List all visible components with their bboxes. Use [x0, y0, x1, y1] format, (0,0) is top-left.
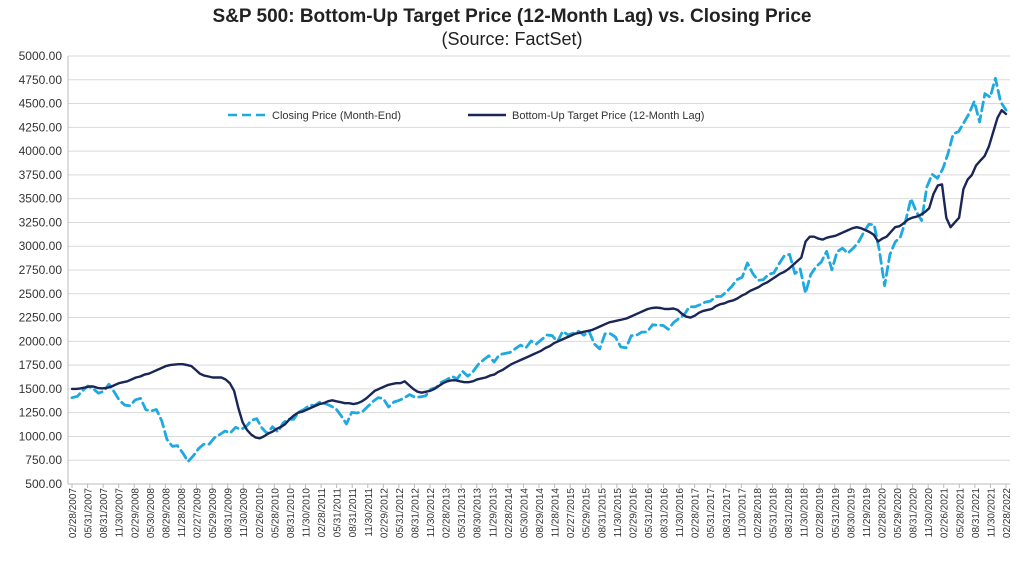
x-tick-label: 02/28/2020: [877, 488, 888, 538]
x-tick-label: 05/31/2018: [769, 488, 780, 538]
legend-label-closing-price: Closing Price (Month-End): [272, 110, 401, 122]
x-tick-label: 05/31/2013: [457, 488, 468, 538]
x-tick-label: 11/29/2013: [488, 488, 499, 538]
x-tick-label: 08/31/2012: [410, 488, 421, 538]
x-tick-label: 08/30/2013: [473, 488, 484, 538]
y-tick-label: 3750.00: [19, 168, 63, 182]
x-tick-label: 11/30/2015: [613, 488, 624, 538]
chart-title: S&P 500: Bottom-Up Target Price (12-Mont…: [213, 6, 812, 27]
x-tick-label: 05/29/2015: [582, 488, 593, 538]
x-tick-label: 02/28/2022: [1002, 488, 1013, 538]
x-tick-label: 08/31/2007: [99, 488, 110, 538]
x-tick-label: 02/28/2011: [317, 488, 328, 538]
x-tick-label: 02/29/2016: [628, 488, 639, 538]
x-tick-label: 08/31/2017: [722, 488, 733, 538]
x-tick-label: 08/31/2010: [286, 488, 297, 538]
x-tick-label: 08/31/2021: [971, 488, 982, 538]
gridlines: [68, 55, 1010, 485]
x-tick-label: 02/28/2013: [442, 488, 453, 538]
x-tick-label: 05/30/2008: [146, 488, 157, 538]
y-tick-label: 3250.00: [19, 215, 63, 229]
y-tick-label: 500.00: [25, 477, 62, 491]
y-tick-label: 2500.00: [19, 287, 63, 301]
y-tick-label: 4500.00: [19, 97, 63, 111]
x-tick-label: 05/29/2020: [893, 488, 904, 538]
x-tick-label: 11/30/2020: [924, 488, 935, 538]
x-tick-label: 05/28/2010: [270, 488, 281, 538]
x-tick-label: 02/27/2015: [566, 488, 577, 538]
x-tick-label: 08/31/2009: [224, 488, 235, 538]
x-tick-label: 11/29/2019: [862, 488, 873, 538]
x-tick-label: 08/31/2016: [660, 488, 671, 538]
x-tick-label: 08/31/2020: [909, 488, 920, 538]
y-tick-label: 750.00: [25, 453, 62, 467]
x-tick-label: 05/31/2011: [333, 488, 344, 538]
series-layer: [70, 76, 1008, 464]
x-tick-label: 11/30/2009: [239, 488, 250, 538]
y-tick-label: 1000.00: [19, 429, 63, 443]
x-tick-label: 11/30/2012: [426, 488, 437, 538]
x-tick-label: 05/31/2016: [644, 488, 655, 538]
x-tick-label: 02/27/2009: [193, 488, 204, 538]
x-tick-label: 08/29/2008: [161, 488, 172, 538]
x-tick-label: 02/28/2019: [815, 488, 826, 538]
x-tick-label: 11/30/2018: [800, 488, 811, 538]
x-tick-label: 02/28/2007: [68, 488, 79, 538]
y-tick-label: 1500.00: [19, 382, 63, 396]
x-tick-label: 05/31/2012: [395, 488, 406, 538]
x-tick-label: 02/28/2017: [691, 488, 702, 538]
y-tick-label: 5000.00: [19, 49, 63, 63]
y-tick-label: 1250.00: [19, 406, 63, 420]
x-tick-label: 08/31/2011: [348, 488, 359, 538]
x-tick-label: 02/29/2012: [379, 488, 390, 538]
y-tick-label: 3500.00: [19, 192, 63, 206]
legend: Closing Price (Month-End) Bottom-Up Targ…: [228, 110, 704, 122]
series-line-closing-price: [70, 76, 1008, 464]
x-tick-label: 02/26/2021: [940, 488, 951, 538]
x-tick-label: 08/31/2018: [784, 488, 795, 538]
chart-subtitle: (Source: FactSet): [441, 29, 582, 49]
x-tick-label: 02/26/2010: [255, 488, 266, 538]
x-tick-label: 08/30/2019: [846, 488, 857, 538]
x-tick-label: 02/28/2014: [504, 488, 515, 538]
x-tick-label: 11/28/2008: [177, 488, 188, 538]
y-tick-label: 1750.00: [19, 358, 63, 372]
legend-label-target-price: Bottom-Up Target Price (12-Month Lag): [512, 110, 704, 122]
x-tick-label: 05/31/2017: [706, 488, 717, 538]
x-tick-label: 02/28/2018: [753, 488, 764, 538]
y-axis: 500.00 750.00 1000.00 1250.00 1500.00 1750.00…: [19, 49, 69, 491]
x-tick-label: 11/30/2010: [302, 488, 313, 538]
x-tick-label: 11/30/2017: [737, 488, 748, 538]
x-tick-label: 11/30/2021: [986, 488, 997, 538]
y-tick-label: 2750.00: [19, 263, 63, 277]
x-tick-label: 08/29/2014: [535, 488, 546, 538]
y-tick-label: 4000.00: [19, 144, 63, 158]
y-tick-label: 3000.00: [19, 239, 63, 253]
y-tick-label: 2250.00: [19, 311, 63, 325]
x-tick-label: 08/31/2015: [597, 488, 608, 538]
y-tick-label: 4250.00: [19, 120, 63, 134]
x-tick-label: 02/29/2008: [130, 488, 141, 538]
y-tick-label: 2000.00: [19, 334, 63, 348]
x-tick-label: 05/29/2009: [208, 488, 219, 538]
x-axis: 02/28/2007 05/31/2007 08/31/2007 11/30/2007…: [68, 483, 1013, 538]
x-tick-label: 11/30/2011: [364, 488, 375, 537]
y-tick-label: 4750.00: [19, 73, 63, 87]
x-tick-label: 05/28/2021: [955, 488, 966, 538]
x-tick-label: 05/31/2019: [831, 488, 842, 538]
x-tick-label: 05/31/2007: [84, 488, 95, 538]
series-line-target-price: [70, 108, 1008, 440]
x-tick-label: 11/28/2014: [551, 488, 562, 538]
x-tick-label: 11/30/2016: [675, 488, 686, 538]
x-tick-label: 05/30/2014: [519, 488, 530, 538]
x-tick-label: 11/30/2007: [115, 488, 126, 538]
